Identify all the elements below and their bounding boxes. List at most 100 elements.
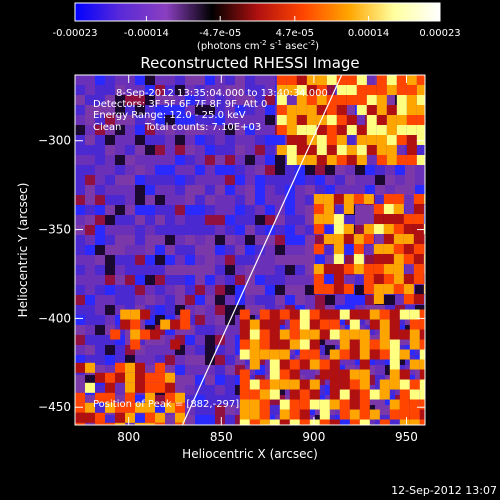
heatmap-cell — [385, 175, 395, 185]
heatmap-cell — [175, 175, 185, 185]
heatmap-bright-cell — [329, 349, 340, 360]
heatmap-cell — [205, 245, 215, 255]
heatmap-cell — [115, 95, 125, 105]
heatmap-cell — [215, 305, 225, 315]
heatmap-bright-cell — [279, 349, 290, 360]
heatmap-bright-cell — [393, 214, 404, 225]
heatmap-cell — [345, 355, 355, 365]
heatmap-bright-cell — [279, 399, 290, 410]
heatmap-cell — [155, 75, 165, 85]
heatmap-cell — [105, 85, 115, 95]
heatmap-cell — [365, 295, 375, 305]
heatmap-bright-cell — [389, 379, 400, 390]
heatmap-cell — [235, 285, 245, 295]
heatmap-cell — [325, 225, 335, 235]
heatmap-bright-cell — [155, 382, 165, 393]
heatmap-cell — [255, 175, 265, 185]
heatmap-bright-cell — [125, 392, 135, 403]
heatmap-cell — [175, 75, 185, 85]
heatmap-cell — [95, 255, 105, 265]
heatmap-cell — [85, 235, 95, 245]
heatmap-cell — [75, 285, 85, 295]
heatmap-cell — [165, 135, 175, 145]
heatmap-cell — [335, 415, 345, 425]
heatmap-bright-cell — [135, 382, 145, 393]
heatmap-cell — [345, 215, 355, 225]
heatmap-cell — [135, 345, 145, 355]
heatmap-cell — [185, 115, 195, 125]
heatmap-cell — [105, 345, 115, 355]
heatmap-bright-cell — [383, 194, 394, 205]
heatmap-bright-cell — [130, 339, 141, 350]
heatmap-cell — [75, 235, 85, 245]
heatmap-bright-cell — [413, 294, 424, 305]
heatmap-cell — [255, 155, 265, 165]
heatmap-cell — [215, 255, 225, 265]
heatmap-cell — [195, 295, 205, 305]
heatmap-cell — [235, 195, 245, 205]
heatmap-cell — [335, 295, 345, 305]
heatmap-cell — [285, 255, 295, 265]
plot-frame — [74, 74, 426, 426]
heatmap-bright-cell — [416, 85, 425, 95]
heatmap-cell — [95, 265, 105, 275]
heatmap-cell — [75, 195, 85, 205]
heatmap-bright-cell — [269, 329, 280, 340]
heatmap-cell — [145, 335, 155, 345]
heatmap-cell — [115, 345, 125, 355]
heatmap-cell — [215, 225, 225, 235]
heatmap-cell — [95, 325, 105, 335]
y-tick-label: −300 — [38, 134, 71, 148]
heatmap-bright-cell — [309, 329, 320, 340]
heatmap-bright-cell — [389, 399, 400, 410]
heatmap-cell — [205, 285, 215, 295]
heatmap-bright-cell — [343, 194, 354, 205]
heatmap-cell — [315, 175, 325, 185]
heatmap-cell — [175, 125, 185, 135]
heatmap-cell — [135, 285, 145, 295]
heatmap-cell — [185, 335, 195, 345]
heatmap-bright-cell — [363, 194, 374, 205]
heatmap-bright-cell — [336, 125, 347, 135]
heatmap-bright-cell — [399, 369, 410, 380]
heatmap-bright-cell — [289, 369, 300, 380]
colorbar-ticks: -0.00023 -0.00014 -4.7e-05 4.7e-05 0.00014 0.… — [53, 16, 461, 39]
heatmap-cell — [115, 295, 125, 305]
heatmap-bright-cell — [276, 95, 287, 105]
heatmap-cell — [195, 255, 205, 265]
heatmap-cell — [105, 295, 115, 305]
heatmap-bright-cell — [349, 399, 360, 410]
heatmap-bright-cell — [363, 224, 374, 235]
heatmap-bright-cell — [279, 369, 290, 380]
heatmap-bright-cell — [319, 419, 330, 425]
heatmap-bright-cell — [353, 244, 364, 255]
heatmap-bright-cell — [326, 75, 337, 85]
heatmap-cell — [85, 265, 95, 275]
heatmap-cell — [275, 235, 285, 245]
heatmap-bright-cell — [419, 349, 425, 360]
heatmap-cell — [125, 145, 135, 155]
heatmap-cell — [335, 175, 345, 185]
heatmap-cell — [105, 105, 115, 115]
heatmap-cell — [295, 285, 305, 295]
heatmap-cell — [265, 285, 275, 295]
heatmap-bright-cell — [130, 329, 141, 340]
heatmap-cell — [195, 335, 205, 345]
heatmap-cell — [255, 115, 265, 125]
heatmap-cell — [135, 145, 145, 155]
heatmap-bright-cell — [85, 402, 95, 413]
heatmap-cell — [155, 255, 165, 265]
heatmap-bright-cell — [239, 309, 250, 320]
heatmap-cell — [325, 405, 335, 415]
heatmap-bright-cell — [363, 264, 374, 275]
heatmap-cell — [125, 265, 135, 275]
heatmap-cell — [255, 265, 265, 275]
heatmap-bright-cell — [316, 135, 327, 145]
heatmap-bright-cell — [296, 85, 307, 95]
heatmap-cell — [195, 415, 205, 425]
heatmap-cell — [345, 275, 355, 285]
heatmap-bright-cell — [376, 75, 387, 85]
heatmap-cell — [215, 385, 225, 395]
heatmap-bright-cell — [125, 372, 135, 383]
heatmap-cell — [115, 335, 125, 345]
